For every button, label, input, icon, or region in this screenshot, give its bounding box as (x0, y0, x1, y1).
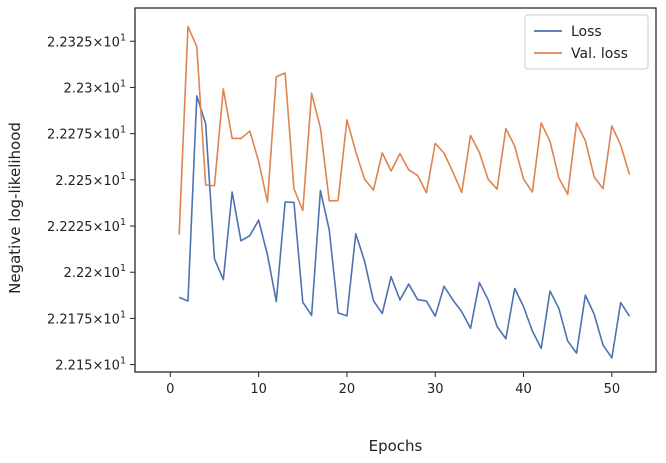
x-axis: 0 10 20 30 40 50 (166, 372, 620, 397)
y-tick-label: 2.2175×101 (47, 309, 126, 327)
y-tick-label: 2.2325×101 (47, 32, 126, 50)
y-tick-mantissa: 2.2175 (47, 312, 93, 327)
y-tick-times: × (93, 174, 104, 189)
y-tick-exponent: 1 (120, 171, 126, 182)
x-tick-label: 40 (515, 382, 532, 397)
series-line-loss (178, 95, 631, 359)
y-tick-times: × (93, 312, 104, 327)
y-tick-base: 10 (103, 81, 120, 96)
plot-frame (134, 7, 657, 373)
y-tick-mantissa: 2.215 (55, 359, 92, 374)
y-tick-label: 2.2275×101 (47, 125, 126, 143)
y-axis: 2.215×1012.2175×1012.22×1012.2225×1012.2… (47, 32, 135, 374)
y-tick-exponent: 1 (120, 78, 126, 89)
y-tick-times: × (93, 128, 104, 143)
y-tick-exponent: 1 (120, 32, 126, 43)
y-tick-label: 2.2225×101 (47, 217, 126, 235)
x-axis-label: Epochs (369, 437, 423, 455)
y-tick-mantissa: 2.2325 (47, 35, 93, 50)
y-tick-exponent: 1 (120, 356, 126, 367)
y-tick-exponent: 1 (120, 125, 126, 136)
y-tick-base: 10 (103, 312, 120, 327)
legend-entry: Val. loss (571, 46, 628, 62)
y-tick-mantissa: 2.225 (55, 174, 92, 189)
y-tick-mantissa: 2.2225 (47, 220, 93, 235)
y-tick-base: 10 (103, 220, 120, 235)
y-tick-exponent: 1 (120, 263, 126, 274)
x-tick-label: 10 (250, 382, 267, 397)
x-tick-label: 20 (339, 382, 356, 397)
legend-entry: Loss (571, 24, 602, 40)
y-tick-label: 2.215×101 (55, 356, 126, 374)
y-tick-base: 10 (103, 174, 120, 189)
y-tick-base: 10 (103, 359, 120, 374)
y-tick-label: 2.225×101 (55, 171, 126, 189)
y-tick-times: × (93, 220, 104, 235)
y-tick-label: 2.23×101 (64, 78, 126, 96)
y-tick-base: 10 (103, 266, 120, 281)
y-tick-base: 10 (103, 35, 120, 50)
x-tick-label: 0 (166, 382, 174, 397)
y-tick-times: × (93, 266, 104, 281)
y-tick-mantissa: 2.23 (64, 81, 93, 96)
series-line-val-loss (178, 25, 631, 235)
y-axis-label: Negative log-likelihood (6, 122, 24, 294)
y-tick-base: 10 (103, 128, 120, 143)
x-tick-label: 30 (427, 382, 444, 397)
series-layer (178, 25, 631, 359)
y-tick-exponent: 1 (120, 217, 126, 228)
legend: Loss Val. loss (524, 14, 649, 70)
y-tick-times: × (93, 81, 104, 96)
y-tick-label: 2.22×101 (64, 263, 126, 281)
y-tick-times: × (93, 359, 104, 374)
legend-box (524, 14, 649, 70)
y-tick-mantissa: 2.2275 (47, 128, 93, 143)
y-tick-times: × (93, 35, 104, 50)
x-tick-label: 50 (604, 382, 621, 397)
y-tick-mantissa: 2.22 (64, 266, 93, 281)
y-tick-exponent: 1 (120, 309, 126, 320)
